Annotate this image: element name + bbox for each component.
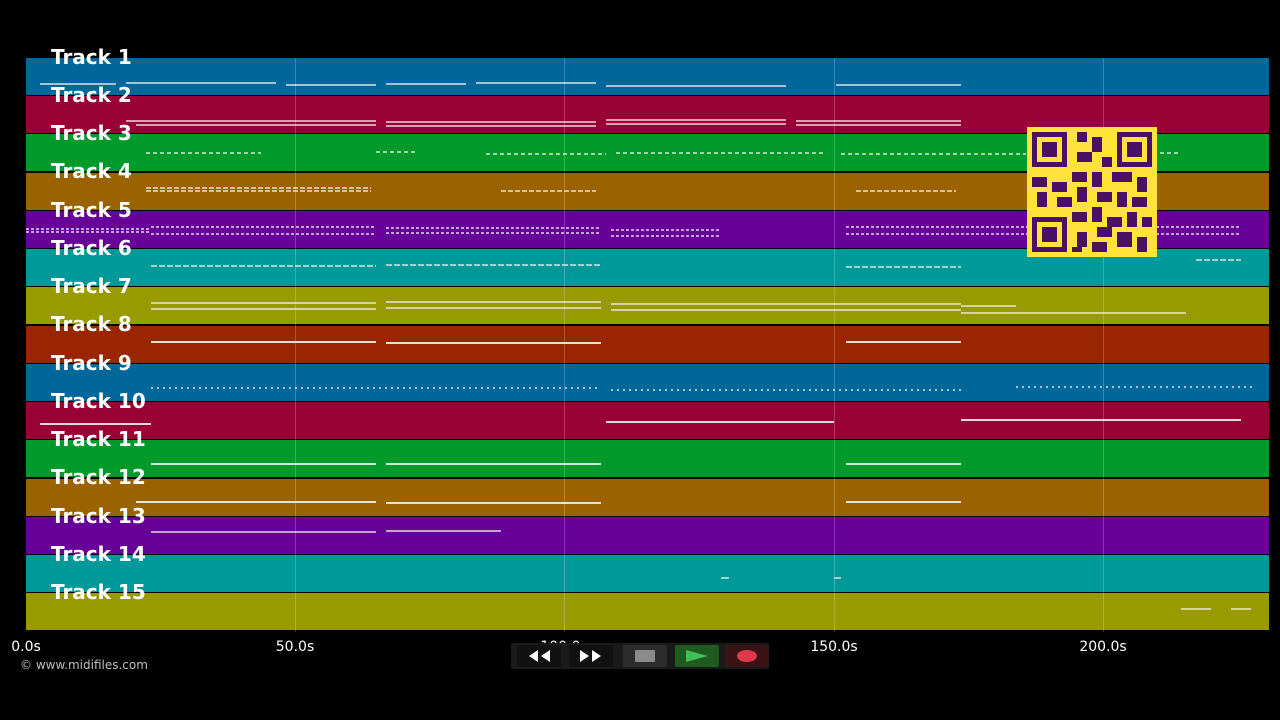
track-label: Track 10 — [51, 389, 146, 413]
record-button[interactable] — [725, 645, 769, 667]
track-label: Track 14 — [51, 542, 146, 566]
track-label: Track 5 — [51, 198, 132, 222]
track-label: Track 9 — [51, 351, 132, 375]
grid-line — [295, 58, 296, 632]
track-label: Track 11 — [51, 427, 146, 451]
play-button[interactable] — [675, 645, 719, 667]
note-segment — [151, 307, 1186, 314]
note-segment — [151, 259, 1241, 268]
note-segment — [26, 226, 1241, 231]
track-lane-12 — [26, 479, 1269, 516]
note-segment — [26, 231, 1241, 237]
track-label: Track 15 — [51, 580, 146, 604]
fast-forward-icon — [580, 650, 601, 662]
rewind-icon — [529, 650, 550, 662]
track-lane-2 — [26, 96, 1269, 133]
track-lane-8 — [26, 326, 1269, 363]
track-lane-15 — [26, 593, 1269, 630]
copyright-text: © www.midifiles.com — [20, 658, 148, 672]
note-segment — [146, 187, 956, 192]
play-icon — [686, 650, 708, 662]
axis-tick-label: 0.0s — [11, 639, 41, 655]
track-label: Track 6 — [51, 236, 132, 260]
fast-forward-button[interactable] — [569, 645, 613, 667]
record-icon — [737, 650, 757, 662]
track-lane-9 — [26, 364, 1269, 401]
note-segment — [151, 301, 1016, 307]
note-segment — [151, 530, 501, 533]
note-segment — [136, 501, 961, 504]
axis-tick-label: 200.0s — [1079, 639, 1127, 655]
axis-tick-label: 50.0s — [275, 639, 315, 655]
track-label: Track 3 — [51, 121, 132, 145]
track-label: Track 1 — [51, 45, 132, 69]
note-segment — [151, 341, 961, 344]
note-roll — [26, 82, 1256, 610]
track-lane-11 — [26, 440, 1269, 477]
stop-button[interactable] — [623, 645, 667, 667]
note-segment — [126, 119, 961, 123]
track-label: Track 13 — [51, 504, 146, 528]
track-lane-7 — [26, 287, 1269, 324]
track-label: Track 4 — [51, 159, 132, 183]
transport-bar — [511, 643, 769, 669]
grid-line — [564, 58, 565, 632]
track-lane-1 — [26, 58, 1269, 95]
note-segment — [146, 151, 1181, 155]
note-segment — [40, 419, 1241, 425]
note-segment — [40, 82, 961, 87]
stop-icon — [635, 650, 655, 662]
note-segment — [136, 123, 961, 127]
track-label: Track 8 — [51, 312, 132, 336]
note-segment — [151, 386, 1256, 391]
track-lane-14 — [26, 555, 1269, 592]
grid-line — [1103, 58, 1104, 632]
qr-code-icon — [1027, 127, 1157, 257]
track-label: Track 2 — [51, 83, 132, 107]
axis-tick-label: 150.0s — [810, 639, 858, 655]
grid-line — [834, 58, 835, 632]
track-label: Track 12 — [51, 465, 146, 489]
track-lane-13 — [26, 517, 1269, 554]
rewind-button[interactable] — [517, 645, 561, 667]
track-label: Track 7 — [51, 274, 132, 298]
